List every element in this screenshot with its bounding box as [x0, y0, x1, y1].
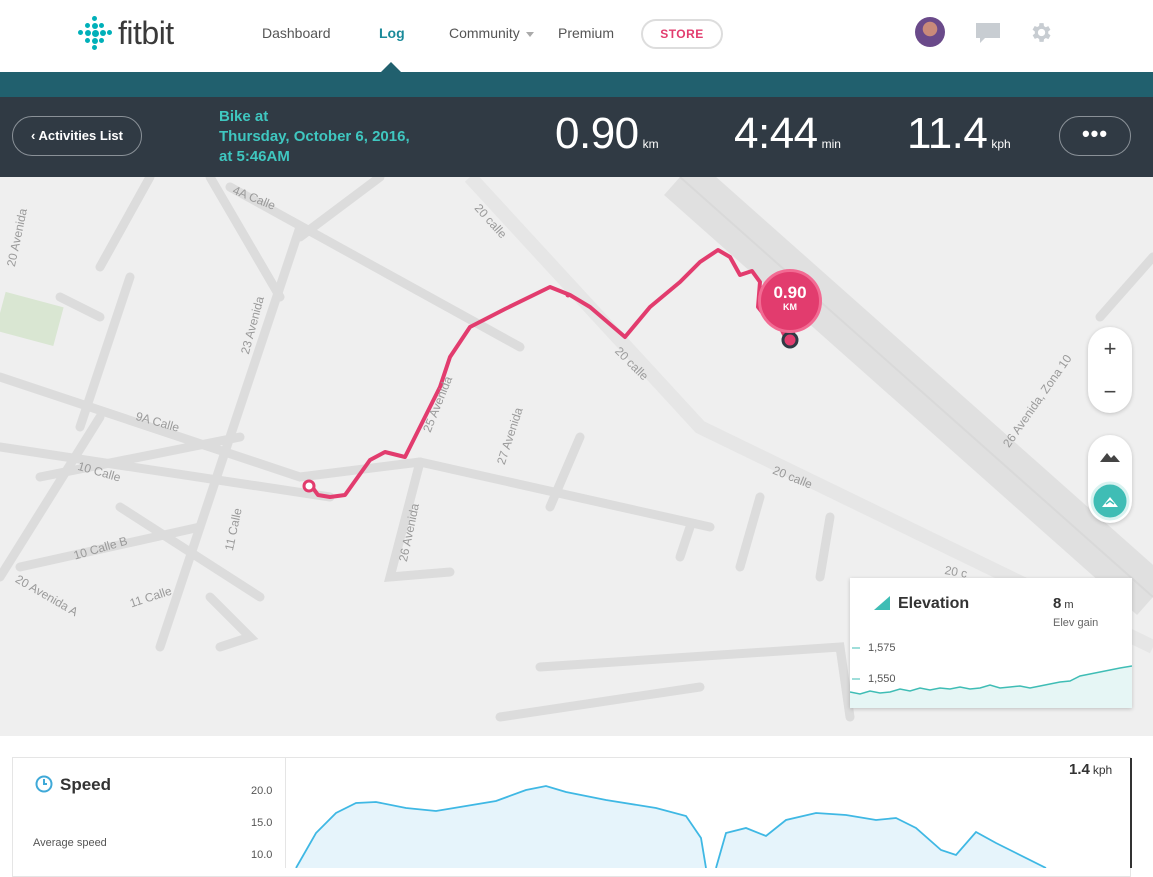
elevation-chart-icon	[874, 596, 890, 610]
speed-readout: 1.4 kph	[1069, 761, 1112, 778]
avatar[interactable]	[915, 17, 945, 47]
stat-distance: 0.90 km	[555, 109, 659, 159]
activity-title-line2: Thursday, October 6, 2016,	[219, 128, 410, 145]
nav-community-label: Community	[449, 25, 520, 41]
stat-speed-unit: kph	[991, 137, 1011, 151]
more-options-button[interactable]: •••	[1059, 116, 1131, 156]
distance-marker-unit: KM	[783, 302, 797, 312]
gear-icon[interactable]	[1028, 20, 1053, 45]
average-speed-label: Average speed	[33, 837, 107, 849]
speed-readout-value: 1.4	[1069, 761, 1090, 778]
speed-tick: 10.0	[251, 849, 273, 861]
stat-distance-value: 0.90	[555, 109, 639, 158]
stat-duration-unit: min	[821, 137, 841, 151]
zoom-control: + −	[1088, 327, 1132, 413]
elevation-gain-label: Elev gain	[1053, 617, 1099, 629]
route-map[interactable]: 4A Calle 20 calle 20 Avenida 23 Avenida …	[0, 177, 1153, 736]
map-roads	[0, 177, 1153, 722]
speed-chart	[295, 785, 1047, 868]
distance-marker: 0.90 KM	[758, 269, 822, 333]
nav-log[interactable]: Log	[379, 25, 405, 41]
elevation-gain-unit: m	[1064, 599, 1074, 611]
distance-marker-value: 0.90	[773, 283, 807, 302]
route-start-marker	[302, 479, 316, 493]
chat-icon[interactable]	[975, 22, 1001, 44]
speed-panel: Speed Average speed 20.0 15.0 10.0 1.4 kp…	[12, 757, 1132, 877]
chevron-left-icon: ‹	[31, 128, 39, 143]
stat-speed-value: 11.4	[907, 109, 988, 158]
elevation-icon	[1102, 497, 1118, 507]
nav-active-pointer	[380, 62, 402, 73]
stat-speed: 11.4 kph	[907, 109, 1011, 159]
activities-list-button[interactable]: ‹ Activities List	[12, 116, 142, 156]
activities-list-label: Activities List	[38, 128, 123, 143]
speed-title: Speed	[60, 775, 112, 794]
stat-duration-value: 4:44	[734, 109, 818, 158]
nav-dashboard[interactable]: Dashboard	[262, 25, 331, 41]
elevation-profile	[850, 665, 1132, 708]
elevation-title: Elevation	[898, 595, 970, 612]
store-button[interactable]: STORE	[641, 19, 723, 49]
elevation-view-button[interactable]	[1090, 481, 1130, 521]
activity-title: Bike at Thursday, October 6, 2016, at 5:…	[219, 107, 410, 167]
nav-premium[interactable]: Premium	[558, 25, 615, 41]
teal-band	[0, 72, 1153, 97]
speed-tick: 15.0	[251, 817, 273, 829]
fitbit-logo[interactable]: fitbit	[78, 16, 174, 50]
speed-divider	[285, 758, 286, 868]
clock-icon	[35, 775, 53, 793]
activity-title-line3: at 5:46AM	[219, 148, 290, 165]
mountain-icon	[1100, 453, 1120, 462]
fitbit-logo-text: fitbit	[118, 15, 174, 51]
speed-cursor[interactable]	[1130, 758, 1132, 868]
zoom-in-button[interactable]: +	[1103, 336, 1117, 361]
top-nav: fitbit Dashboard Log Community Premium S…	[0, 0, 1153, 73]
stat-distance-unit: km	[642, 137, 659, 151]
terrain-view-button[interactable]	[1100, 453, 1120, 462]
elevation-tick: 1,575	[868, 642, 896, 654]
elevation-tick: 1,550	[868, 673, 896, 685]
nav-community[interactable]: Community	[449, 25, 534, 41]
speed-readout-unit: kph	[1092, 763, 1113, 777]
activity-title-line1: Bike at	[219, 108, 269, 125]
elevation-gain-value: 8	[1053, 595, 1062, 612]
route-end-marker	[781, 331, 799, 349]
route-line	[308, 248, 782, 499]
chevron-down-icon	[525, 31, 534, 37]
fitbit-logo-icon	[78, 16, 112, 50]
speed-tick: 20.0	[251, 785, 273, 797]
activity-header: ‹ Activities List Bike at Thursday, Octo…	[0, 97, 1153, 177]
stat-duration: 4:44 min	[734, 109, 841, 159]
zoom-out-button[interactable]: −	[1103, 379, 1117, 404]
map-type-control	[1088, 435, 1132, 523]
